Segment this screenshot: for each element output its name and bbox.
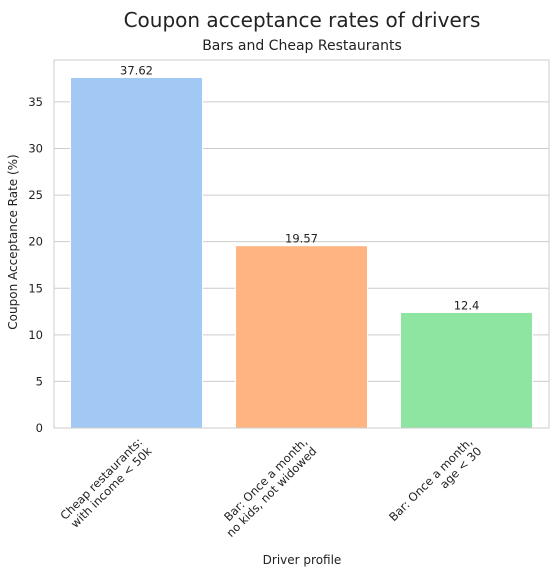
y-tick-label: 25 — [28, 188, 43, 202]
bar — [70, 77, 203, 429]
bar-value-label: 19.57 — [285, 232, 318, 246]
x-tick-label: Bar: Once a month,age < 30 — [386, 435, 484, 533]
y-tick-label: 10 — [28, 328, 43, 342]
x-tick-label-line: Bar: Once a month, — [386, 435, 475, 524]
x-tick-label-line: with income < 50k — [68, 444, 155, 531]
bar-value-label: 37.62 — [120, 64, 153, 78]
value-labels: 37.62 19.57 12.4 — [120, 64, 479, 313]
bar — [400, 311, 533, 429]
y-tick-label: 20 — [28, 235, 43, 249]
chart-subtitle: Bars and Cheap Restaurants — [202, 38, 402, 54]
y-tick-label: 30 — [28, 142, 43, 156]
x-tick-label-line: Cheap restaurants: — [57, 435, 145, 523]
plot-frame — [53, 59, 550, 429]
x-axis-label: Driver profile — [263, 553, 342, 567]
y-tick-label: 0 — [36, 421, 43, 435]
y-axis-label: Coupon Acceptance Rate (%) — [6, 154, 20, 329]
bar — [235, 245, 368, 429]
x-tick-labels: Cheap restaurants:with income < 50k Bar: … — [57, 435, 484, 540]
y-tick-label: 5 — [36, 374, 43, 388]
y-tick-label: 15 — [28, 281, 43, 295]
bars — [70, 77, 533, 429]
x-tick-label-line: Bar: Once a month, — [221, 435, 310, 524]
x-tick-label-line: no kids, not widowed — [223, 444, 319, 540]
x-tick-label: Cheap restaurants:with income < 50k — [57, 435, 154, 532]
bar-value-label: 12.4 — [454, 298, 480, 312]
x-tick-label: Bar: Once a month,no kids, not widowed — [214, 435, 319, 540]
y-tick-label: 35 — [28, 95, 43, 109]
y-tick-labels: 0 5 10 15 20 25 30 35 — [28, 95, 43, 435]
chart-title: Coupon acceptance rates of drivers — [124, 8, 481, 32]
